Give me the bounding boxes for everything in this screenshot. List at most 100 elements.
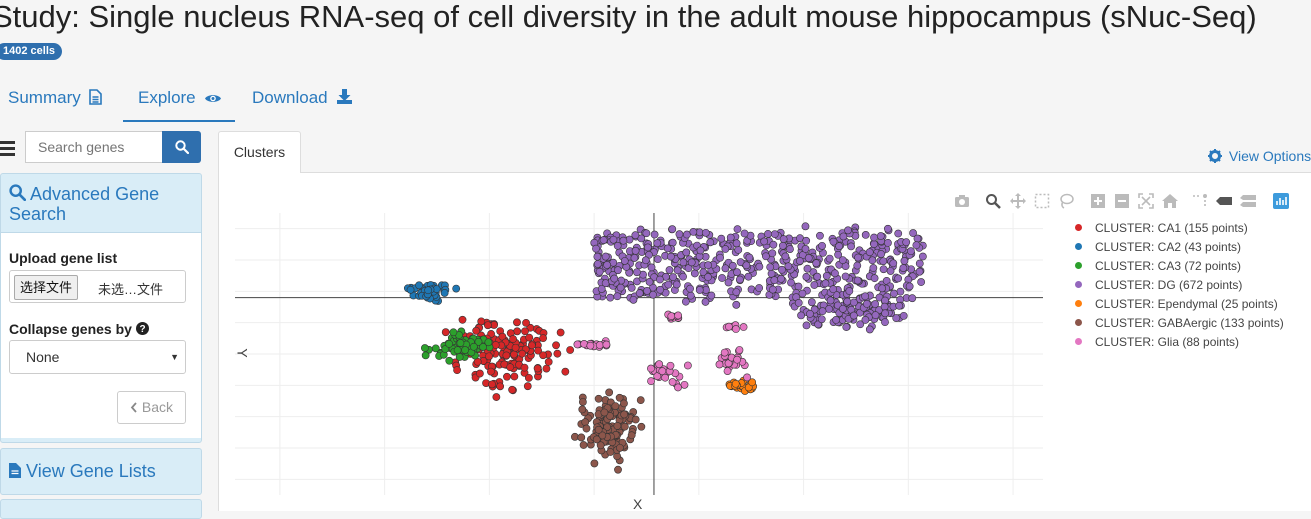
data-point[interactable] xyxy=(592,244,600,253)
data-point[interactable] xyxy=(687,258,696,267)
data-point[interactable] xyxy=(701,228,710,237)
data-point[interactable] xyxy=(868,256,877,265)
data-point[interactable] xyxy=(905,282,914,291)
data-point[interactable] xyxy=(786,245,794,253)
data-point[interactable] xyxy=(578,405,587,414)
data-point[interactable] xyxy=(732,300,741,309)
data-point[interactable] xyxy=(556,328,565,337)
data-point[interactable] xyxy=(539,351,548,360)
data-point[interactable] xyxy=(681,297,690,306)
question-circle-icon[interactable]: ? xyxy=(135,322,149,335)
data-point[interactable] xyxy=(610,274,619,283)
data-point[interactable] xyxy=(881,309,890,318)
data-point[interactable] xyxy=(620,410,629,419)
data-point[interactable] xyxy=(915,259,924,268)
data-point[interactable] xyxy=(718,274,726,282)
data-point[interactable] xyxy=(802,321,811,330)
data-point[interactable] xyxy=(770,276,779,285)
data-point[interactable] xyxy=(871,300,880,308)
data-point[interactable] xyxy=(502,351,511,360)
data-point[interactable] xyxy=(865,325,874,334)
data-point[interactable] xyxy=(511,343,520,352)
data-point[interactable] xyxy=(496,382,505,391)
data-point[interactable] xyxy=(794,298,803,307)
data-point[interactable] xyxy=(524,373,533,382)
data-point[interactable] xyxy=(650,230,659,239)
data-point[interactable] xyxy=(483,321,492,330)
data-point[interactable] xyxy=(696,246,705,255)
data-point[interactable] xyxy=(485,352,493,361)
data-point[interactable] xyxy=(637,234,646,243)
data-point[interactable] xyxy=(728,261,737,270)
data-point[interactable] xyxy=(832,316,840,324)
data-point[interactable] xyxy=(586,341,595,350)
data-point[interactable] xyxy=(598,431,607,440)
data-point[interactable] xyxy=(723,367,732,375)
data-point[interactable] xyxy=(768,285,777,294)
data-point[interactable] xyxy=(778,265,786,274)
data-point[interactable] xyxy=(777,274,785,283)
data-point[interactable] xyxy=(755,284,764,292)
data-point[interactable] xyxy=(641,256,650,265)
data-point[interactable] xyxy=(600,408,609,417)
autoscale-icon[interactable] xyxy=(1138,193,1154,209)
data-point[interactable] xyxy=(806,309,814,318)
data-point[interactable] xyxy=(707,291,716,300)
data-point[interactable] xyxy=(631,415,640,424)
data-point[interactable] xyxy=(647,377,655,386)
data-point[interactable] xyxy=(762,252,770,261)
data-point[interactable] xyxy=(733,225,742,234)
data-point[interactable] xyxy=(721,264,730,273)
data-point[interactable] xyxy=(740,229,749,238)
data-point[interactable] xyxy=(653,255,662,264)
data-point[interactable] xyxy=(879,257,888,266)
data-point[interactable] xyxy=(892,314,901,322)
zoom-in-icon[interactable] xyxy=(1090,193,1106,209)
data-point[interactable] xyxy=(917,278,926,286)
series-ca2[interactable] xyxy=(403,281,461,305)
data-point[interactable] xyxy=(533,364,542,373)
data-point[interactable] xyxy=(510,372,519,381)
plotly-logo-icon[interactable] xyxy=(1273,193,1289,209)
data-point[interactable] xyxy=(647,364,655,373)
data-point[interactable] xyxy=(675,230,684,239)
data-point[interactable] xyxy=(779,235,788,243)
data-point[interactable] xyxy=(732,288,741,296)
data-point[interactable] xyxy=(842,323,851,331)
data-point[interactable] xyxy=(818,307,827,316)
data-point[interactable] xyxy=(552,341,560,350)
data-point[interactable] xyxy=(452,284,461,293)
data-point[interactable] xyxy=(577,433,586,442)
data-point[interactable] xyxy=(627,431,636,440)
data-point[interactable] xyxy=(736,275,744,284)
data-point[interactable] xyxy=(870,274,879,283)
data-point[interactable] xyxy=(733,268,741,277)
tab-summary[interactable]: Summary xyxy=(8,76,103,120)
data-point[interactable] xyxy=(861,292,870,301)
data-point[interactable] xyxy=(503,372,511,381)
data-point[interactable] xyxy=(686,291,695,300)
data-point[interactable] xyxy=(835,242,844,251)
data-point[interactable] xyxy=(627,283,636,292)
data-point[interactable] xyxy=(668,225,677,234)
data-point[interactable] xyxy=(520,363,529,372)
file-upload-field[interactable]: 选择文件 未选…文件 xyxy=(9,270,186,303)
data-point[interactable] xyxy=(613,241,622,250)
data-point[interactable] xyxy=(801,222,810,231)
data-point[interactable] xyxy=(406,285,415,294)
data-point[interactable] xyxy=(739,323,748,331)
legend-item[interactable]: CLUSTER: CA2 (43 points) xyxy=(1075,238,1284,257)
data-point[interactable] xyxy=(825,254,834,263)
data-point[interactable] xyxy=(643,243,652,252)
data-point[interactable] xyxy=(870,240,878,248)
data-point[interactable] xyxy=(726,233,735,242)
data-point[interactable] xyxy=(635,289,644,298)
data-point[interactable] xyxy=(862,299,871,308)
data-point[interactable] xyxy=(817,315,826,324)
data-point[interactable] xyxy=(853,261,862,270)
data-point[interactable] xyxy=(724,278,733,287)
data-point[interactable] xyxy=(578,398,587,406)
data-point[interactable] xyxy=(523,382,532,391)
data-point[interactable] xyxy=(894,274,903,283)
data-point[interactable] xyxy=(655,360,664,369)
